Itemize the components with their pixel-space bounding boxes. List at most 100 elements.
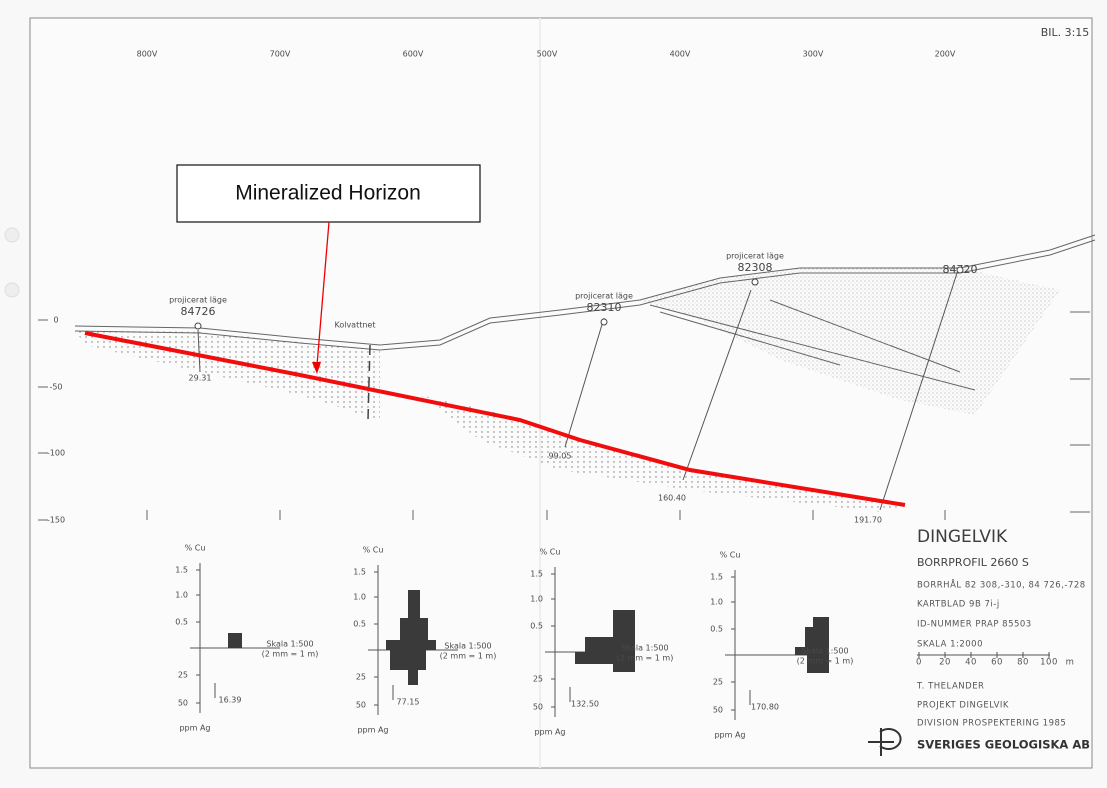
drillhole-id: 82310 bbox=[587, 301, 622, 314]
histogram-bar bbox=[613, 652, 635, 672]
cu-tick-label: 0.5 bbox=[175, 618, 188, 627]
cu-tick-label: 1.0 bbox=[175, 591, 188, 600]
title-line: T. THELANDER bbox=[916, 682, 984, 692]
depth-label: 16.39 bbox=[219, 696, 242, 705]
company: SVERIGES GEOLOGISKA AB bbox=[917, 738, 1090, 752]
cu-label: % Cu bbox=[185, 544, 206, 553]
easting-label: 200V bbox=[935, 50, 956, 59]
collar bbox=[956, 266, 964, 274]
punch-hole bbox=[4, 282, 20, 298]
histogram-bar bbox=[228, 633, 242, 648]
histogram-bar bbox=[795, 647, 829, 655]
cu-tick-label: 1.0 bbox=[353, 593, 366, 602]
elevation-label: 0 bbox=[53, 316, 58, 325]
lake-label: Kolvattnet bbox=[334, 321, 375, 330]
drillhole-id: 82308 bbox=[738, 261, 773, 274]
contact bbox=[659, 311, 841, 366]
ag-label: ppm Ag bbox=[357, 726, 388, 735]
ag-label: ppm Ag bbox=[714, 731, 745, 740]
cu-tick-label: 1.0 bbox=[710, 598, 723, 607]
drillhole-caption: projicerat läge bbox=[169, 296, 227, 305]
drillhole-caption: projicerat läge bbox=[726, 252, 784, 261]
title-line: ID-NUMMER PRAP 85503 bbox=[917, 620, 1032, 630]
collar bbox=[751, 278, 759, 286]
contact bbox=[649, 304, 976, 391]
drillhole-depth: 29.31 bbox=[189, 374, 212, 383]
cu-tick-label: 1.5 bbox=[710, 573, 723, 582]
arrow bbox=[316, 221, 330, 366]
scale-label: Skala 1:500 bbox=[621, 644, 668, 653]
scale-bar-label: 40 bbox=[965, 658, 977, 668]
title-line: KARTBLAD 9B 7i-j bbox=[917, 600, 1000, 610]
depth-label: 77.15 bbox=[397, 698, 420, 707]
drillhole-id: 84726 bbox=[181, 305, 216, 318]
cu-tick-label: 0.5 bbox=[353, 620, 366, 629]
cu-tick-label: 1.5 bbox=[353, 568, 366, 577]
collar bbox=[600, 318, 608, 326]
rock-unit bbox=[640, 268, 1060, 415]
easting-label: 400V bbox=[670, 50, 691, 59]
collar bbox=[194, 322, 202, 330]
drillhole-depth: 191.70 bbox=[854, 516, 882, 525]
cu-tick-label: 1.5 bbox=[175, 566, 188, 575]
ag-tick-label: 50 bbox=[533, 703, 543, 712]
scale-unit: m bbox=[1066, 658, 1075, 668]
histogram-bar bbox=[386, 640, 436, 650]
scale-label: Skala 1:500 bbox=[801, 647, 848, 656]
drillhole-depth: 160.40 bbox=[658, 494, 686, 503]
depth-label: 170.80 bbox=[751, 703, 779, 712]
mineralized-horizon bbox=[84, 331, 906, 507]
title-line: BORRHÅL 82 308,-310, 84 726,-728 bbox=[917, 579, 1086, 591]
histogram-bar bbox=[807, 655, 829, 673]
histogram-bar bbox=[585, 637, 635, 652]
elevation-label: -150 bbox=[47, 516, 65, 525]
title-line: DIVISION PROSPEKTERING 1985 bbox=[917, 719, 1066, 729]
drillhole-caption: projicerat läge bbox=[575, 292, 633, 301]
ag-tick-label: 50 bbox=[356, 701, 366, 710]
scale-bar-label: 80 bbox=[1017, 658, 1029, 668]
ag-tick-label: 25 bbox=[713, 678, 723, 687]
scale-label: Skala 1:500 bbox=[266, 640, 313, 649]
title-line: SKALA 1:2000 bbox=[917, 640, 983, 650]
drillhole bbox=[564, 317, 605, 448]
cu-label: % Cu bbox=[540, 548, 561, 557]
scale-bar-label: 0 bbox=[916, 658, 922, 668]
sheet-id: BIL. 3:15 bbox=[1041, 26, 1090, 39]
cu-label: % Cu bbox=[363, 546, 384, 555]
cu-label: % Cu bbox=[720, 551, 741, 560]
scale-bar-label: 100 bbox=[1040, 658, 1058, 668]
title-line: PROJEKT DINGELVIK bbox=[917, 701, 1009, 711]
profile: BORRPROFIL 2660 S bbox=[917, 556, 1029, 569]
scale-note: (2 mm = 1 m) bbox=[797, 657, 854, 666]
ag-label: ppm Ag bbox=[179, 724, 210, 733]
cu-tick-label: 1.0 bbox=[530, 595, 543, 604]
depth-label: 132.50 bbox=[571, 700, 599, 709]
ag-tick-label: 50 bbox=[713, 706, 723, 715]
arrow-head bbox=[312, 362, 321, 374]
cu-tick-label: 1.5 bbox=[530, 570, 543, 579]
punch-hole bbox=[4, 227, 20, 243]
annotation: Mineralized Horizon bbox=[235, 182, 421, 205]
histogram-bar bbox=[408, 650, 418, 685]
scale-note: (2 mm = 1 m) bbox=[440, 652, 497, 661]
drillhole bbox=[197, 329, 201, 373]
ag-tick-label: 50 bbox=[178, 699, 188, 708]
overburden bbox=[75, 330, 380, 420]
easting-label: 300V bbox=[803, 50, 824, 59]
ag-label: ppm Ag bbox=[534, 728, 565, 737]
drillhole bbox=[682, 289, 752, 481]
easting-label: 700V bbox=[270, 50, 291, 59]
elevation-label: -50 bbox=[49, 383, 62, 392]
cu-tick-label: 0.5 bbox=[710, 625, 723, 634]
easting-label: 500V bbox=[537, 50, 558, 59]
scale-bar-label: 60 bbox=[991, 658, 1003, 668]
title: DINGELVIK bbox=[917, 527, 1008, 547]
ag-tick-label: 25 bbox=[178, 671, 188, 680]
easting-label: 600V bbox=[403, 50, 424, 59]
easting-label: 800V bbox=[137, 50, 158, 59]
fault bbox=[367, 344, 371, 421]
scale-note: (2 mm = 1 m) bbox=[262, 650, 319, 659]
elevation-label: -100 bbox=[47, 449, 65, 458]
scale-label: Skala 1:500 bbox=[444, 642, 491, 651]
